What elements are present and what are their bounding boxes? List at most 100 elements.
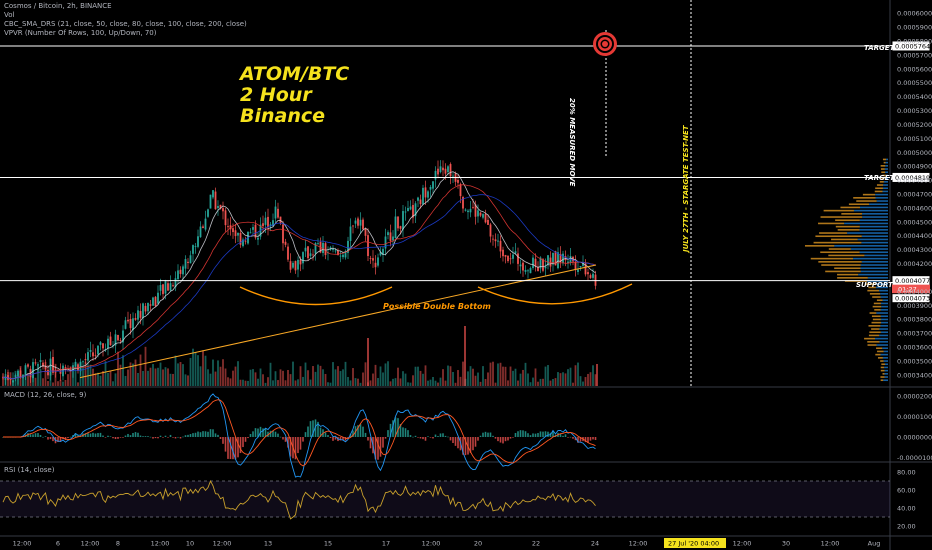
candle-body (244, 240, 247, 242)
candle-body (217, 205, 219, 208)
vpvr-bar-down (869, 293, 881, 295)
volume-bar (139, 354, 142, 386)
macd-histogram-bar (454, 437, 457, 446)
volume-bar (99, 375, 102, 386)
vpvr-bar-up (880, 302, 888, 305)
volume-bar (142, 370, 144, 386)
macd-histogram-bar (59, 437, 62, 442)
time-tick-label: 12:00 (151, 540, 170, 548)
macd-histogram-bar (379, 437, 382, 457)
candle-body (499, 240, 502, 252)
macd-histogram-bar (217, 434, 219, 437)
volume-bar (409, 382, 412, 386)
volume-bar (197, 355, 199, 386)
candle-body (434, 170, 437, 180)
macd-histogram-bar (499, 437, 502, 443)
candle-body (577, 269, 579, 272)
candle-body (519, 264, 522, 267)
time-tick-label: 13 (264, 540, 272, 548)
macd-histogram-bar (97, 433, 99, 437)
candle-body (567, 261, 569, 263)
candle-body (542, 259, 544, 271)
symbol-title[interactable]: Cosmos / Bitcoin, 2h, BINANCE (4, 2, 112, 10)
volume-bar (117, 351, 119, 386)
candle-body (167, 283, 169, 291)
candle-body (594, 274, 597, 286)
vpvr-bar-down (881, 363, 885, 366)
candle-body (152, 297, 154, 306)
macd-histogram-bar (229, 437, 232, 460)
vpvr-bar-down (882, 158, 887, 161)
vpvr-bar-down (868, 286, 876, 289)
vpvr-legend[interactable]: VPVR (Number Of Rows, 100, Up/Down, 70) (4, 29, 157, 37)
volume-bar (217, 360, 219, 386)
volume-bar (324, 373, 327, 386)
macd-histogram-bar (487, 432, 489, 437)
macd-histogram-bar (37, 433, 39, 437)
candle-body (262, 223, 264, 227)
macd-histogram-bar (152, 437, 154, 439)
vpvr-bar-down (819, 232, 848, 234)
candle-body (74, 361, 77, 367)
axes: 0.00060000.00059000.00058000.00057000.00… (13, 10, 932, 548)
volume-bar (422, 373, 424, 386)
macd-histogram-bar (324, 432, 327, 437)
candle-body (407, 208, 409, 212)
candle-body (24, 365, 27, 375)
candle-body (527, 270, 529, 272)
macd-histogram-bar (169, 434, 172, 437)
macd-tick-label: 0.0000000 (897, 434, 932, 442)
vpvr-bar-up (844, 222, 888, 225)
macd-tick-label: -0.0000100 (897, 454, 932, 462)
candle-body (534, 258, 537, 267)
macd-histogram-bar (114, 437, 117, 440)
vpvr-bar-up (859, 251, 888, 254)
sma-line-1 (2, 184, 596, 380)
volume-bar (77, 382, 79, 386)
volume-bar (179, 362, 182, 386)
macd-legend[interactable]: MACD (12, 26, close, 9) (4, 391, 87, 399)
sma-legend[interactable]: CBC_SMA_DRS (21, close, 50, close, 80, c… (4, 20, 247, 28)
candle-body (344, 251, 347, 258)
vpvr-bar-up (880, 318, 888, 321)
rsi-legend[interactable]: RSI (14, close) (4, 466, 55, 474)
time-tick-label: 6 (56, 540, 60, 548)
time-tick-label: 12:00 (422, 540, 441, 548)
vpvr-bar-down (831, 238, 858, 241)
macd-histogram-bar (532, 433, 534, 437)
candle-body (302, 252, 304, 264)
macd-histogram-bar (542, 431, 544, 437)
macd-histogram-bar (402, 427, 404, 437)
candle-body (239, 232, 242, 245)
volume-bar (454, 382, 457, 386)
candle-body (249, 232, 252, 234)
volume-bar (589, 372, 592, 386)
volume-bar (337, 366, 339, 386)
volume-bar (329, 382, 332, 386)
volume-bar (222, 359, 224, 386)
candle-body (292, 262, 294, 268)
time-tick-label: 17 (382, 540, 390, 548)
vpvr-bar-down (875, 353, 881, 356)
candle-body (132, 318, 134, 331)
price-tick-label: 0.0005200 (897, 121, 932, 129)
macd-histogram-bar (107, 435, 109, 437)
macd-histogram-bar (32, 434, 34, 437)
volume-bar (132, 363, 134, 386)
rsi-tick-label: 80.00 (897, 469, 916, 477)
candle-body (219, 204, 222, 209)
macd-histogram-bar (479, 435, 482, 437)
candle-body (524, 270, 527, 272)
candle-body (307, 246, 309, 259)
volume-bar (402, 371, 404, 386)
macd-histogram-bar (49, 437, 52, 440)
candle-body (134, 317, 137, 320)
volume-bar (249, 369, 252, 386)
vol-legend[interactable]: Vol (4, 11, 15, 19)
vpvr-bar-down (880, 165, 886, 167)
time-tick-label: 12:00 (733, 540, 752, 548)
volume-bar (312, 366, 314, 386)
macd-histogram-bar (339, 437, 342, 441)
volume-bar (127, 369, 129, 386)
